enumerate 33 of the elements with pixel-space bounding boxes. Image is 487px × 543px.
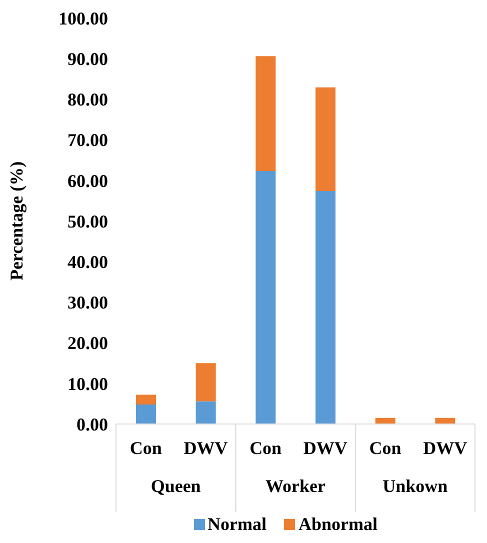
y-tick-label: 0.00 (76, 414, 108, 434)
legend-label: Abnormal (297, 514, 378, 535)
bar (316, 190, 336, 424)
bar (196, 401, 216, 424)
legend-label: Normal (206, 514, 266, 535)
y-tick-label: 60.00 (68, 170, 108, 191)
bar (375, 418, 396, 424)
bar (196, 363, 216, 402)
text: Unkown (382, 476, 448, 496)
x-tick-label: Con (130, 438, 162, 458)
y-tick-label: 50.00 (68, 211, 108, 232)
text: Queen (150, 476, 201, 496)
y-axis-title: Percentage (%) (6, 161, 26, 281)
x-tick-label: DWV (423, 438, 468, 458)
bar (136, 394, 156, 405)
y-tick-label: 70.00 (68, 130, 108, 150)
text: Worker (266, 476, 326, 496)
y-tick-label: 30.00 (68, 292, 108, 313)
bar (435, 418, 456, 424)
x-tick-label: Con (369, 438, 402, 458)
x-tick-label: DWV (184, 438, 228, 458)
x-tick-label: DWV (303, 438, 348, 458)
bar (256, 56, 276, 172)
y-tick-label: 10.00 (68, 374, 108, 394)
y-tick-label: 20.00 (68, 333, 108, 354)
bar (316, 87, 336, 191)
y-tick-label: 80.00 (68, 90, 108, 110)
bar (256, 171, 276, 424)
x-tick-label: Con (250, 438, 282, 458)
y-tick-label: 90.00 (68, 48, 108, 69)
bar (136, 404, 156, 424)
y-tick-label: 40.00 (68, 252, 108, 272)
y-tick-label: 100.00 (58, 8, 108, 28)
